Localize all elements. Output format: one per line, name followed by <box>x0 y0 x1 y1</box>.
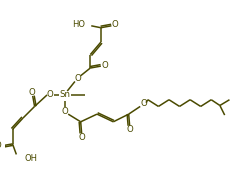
Text: O: O <box>62 107 69 116</box>
Text: OH: OH <box>24 154 37 163</box>
Text: O: O <box>101 61 108 70</box>
Text: O: O <box>75 74 81 83</box>
Text: O: O <box>112 20 119 29</box>
Text: O: O <box>126 125 133 134</box>
Text: O: O <box>78 133 85 142</box>
Text: Sn: Sn <box>60 90 71 100</box>
Text: O: O <box>0 141 1 150</box>
Text: O: O <box>141 99 147 108</box>
Text: O: O <box>46 90 53 100</box>
Text: HO: HO <box>73 20 85 29</box>
Text: O: O <box>28 88 35 97</box>
